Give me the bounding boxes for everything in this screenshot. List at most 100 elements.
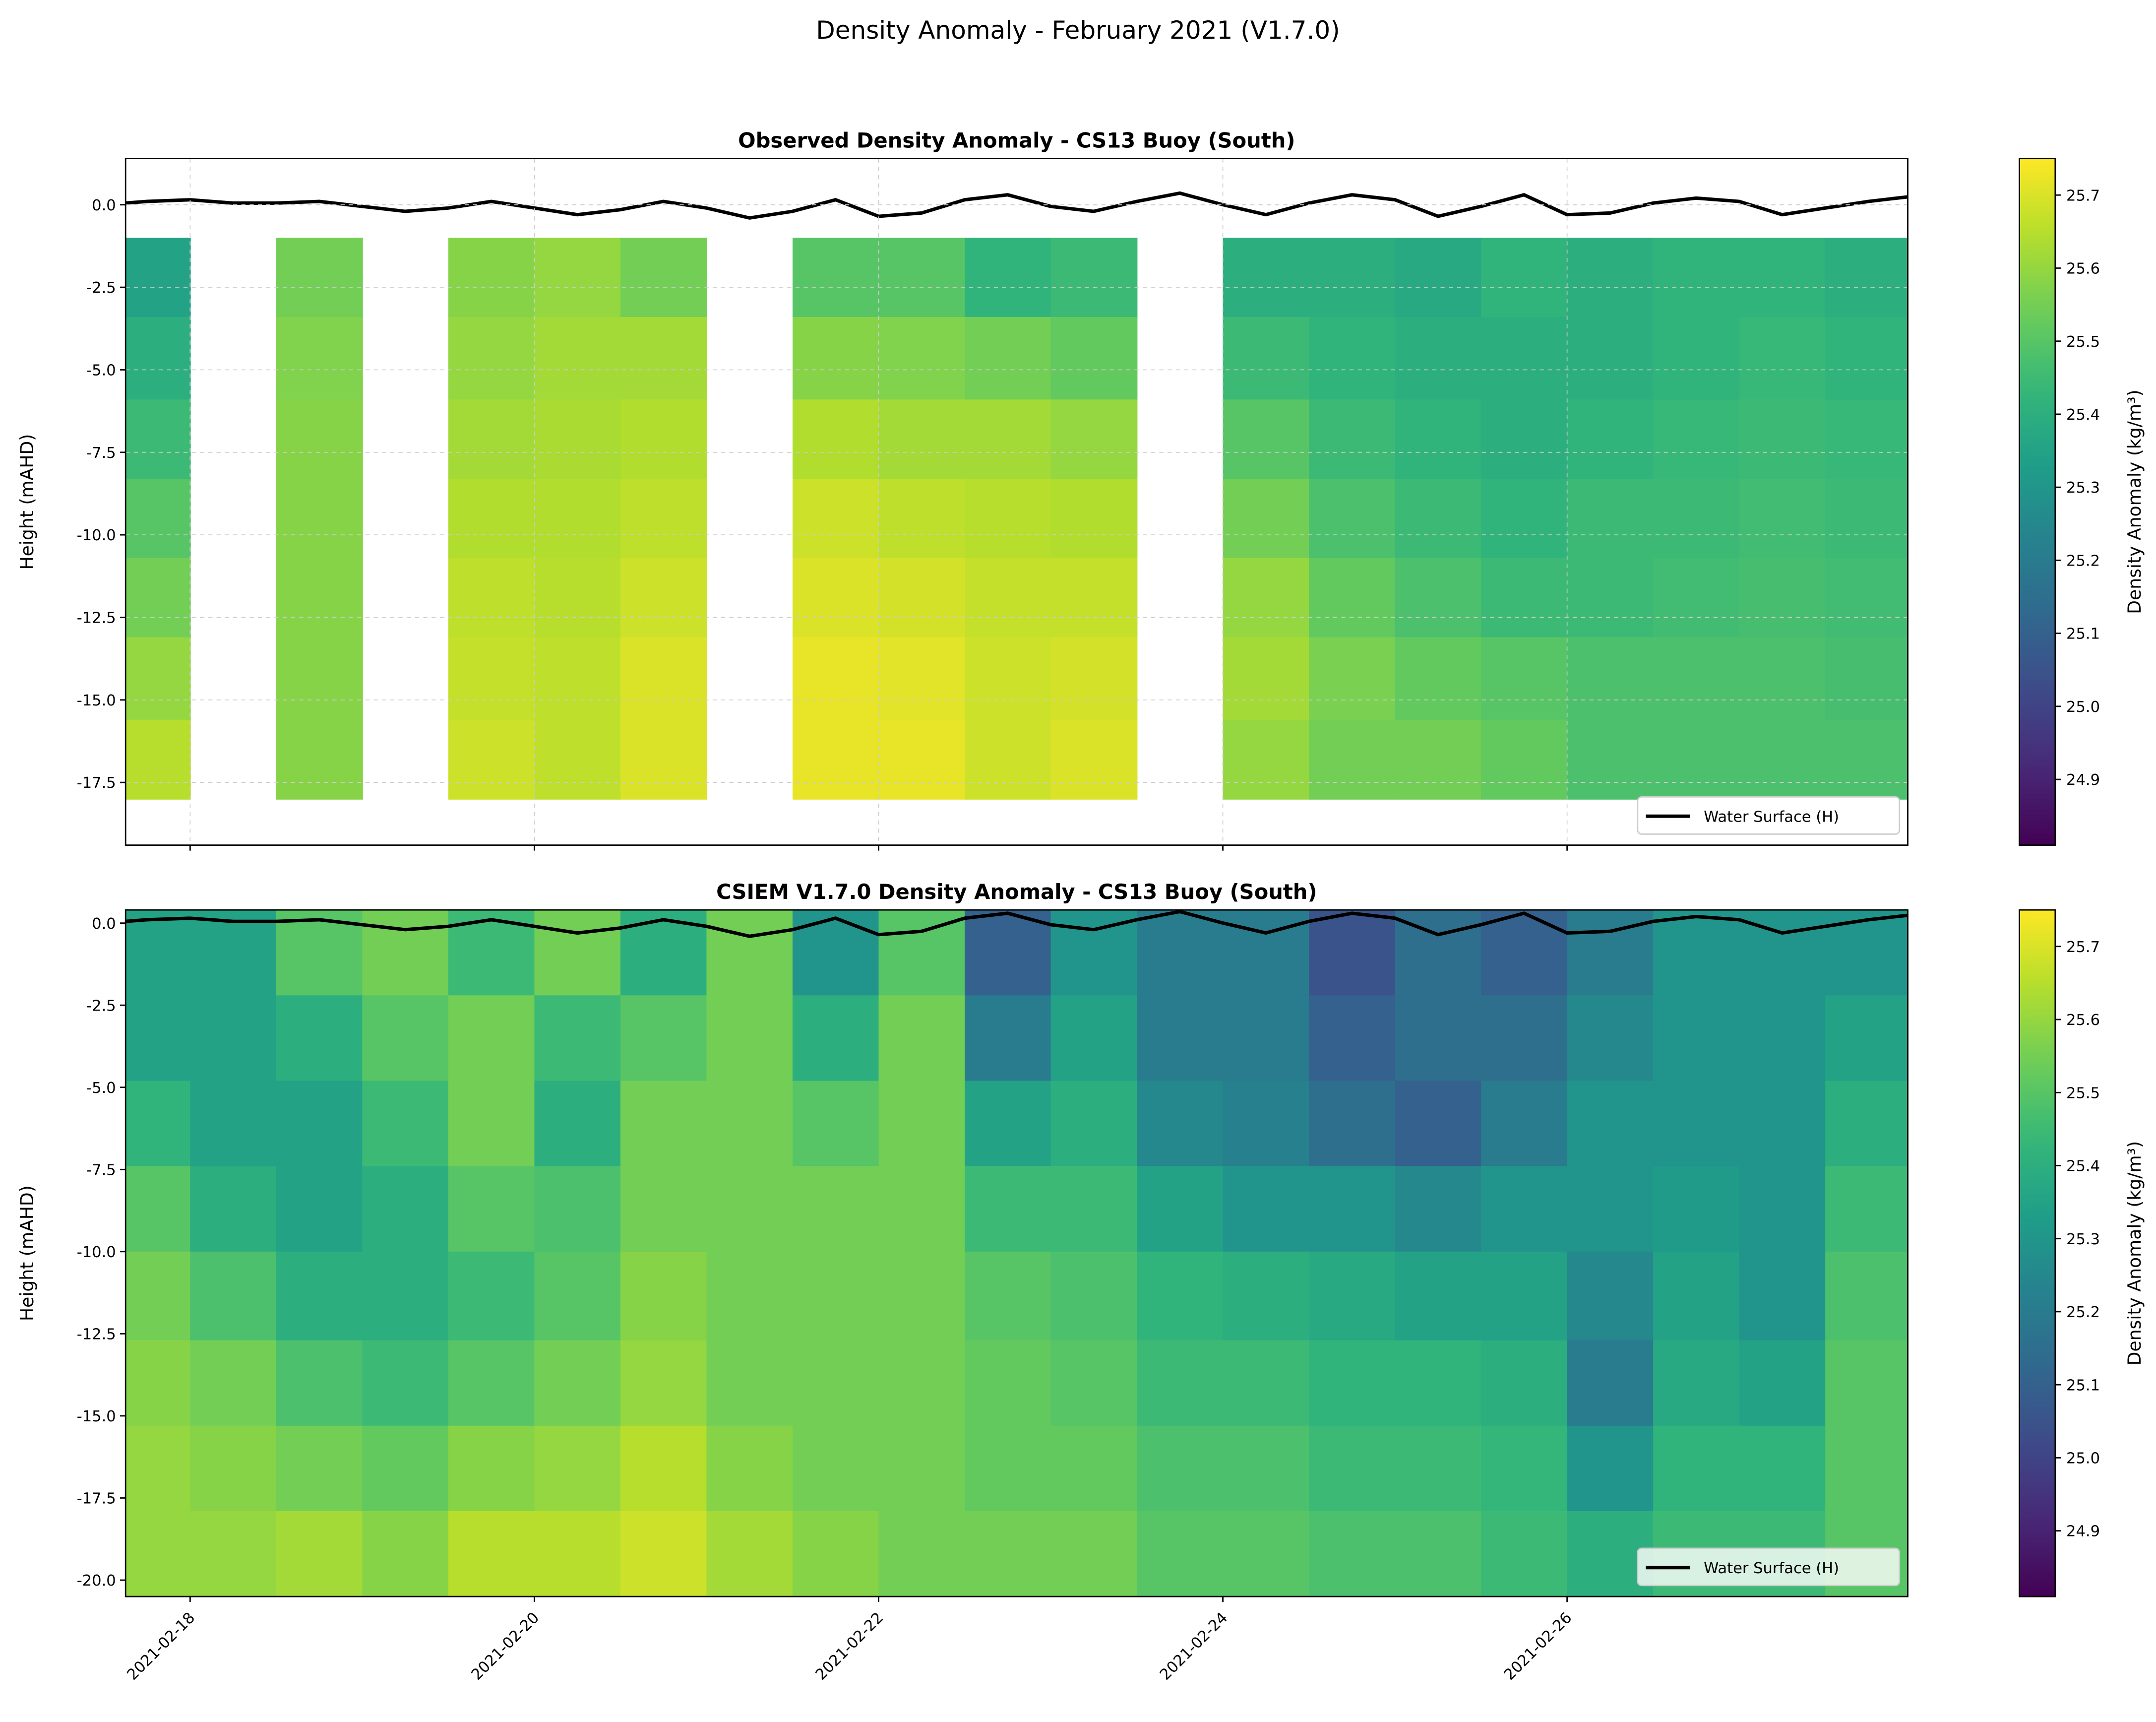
- heatmap-cell: [1825, 1340, 1908, 1427]
- heatmap-cell: [534, 1425, 621, 1512]
- heatmap-cell: [534, 910, 621, 996]
- heatmap-cell: [1395, 1251, 1482, 1341]
- heatmap-cell: [706, 995, 794, 1082]
- heatmap-cell: [1050, 995, 1138, 1082]
- heatmap-cell: [448, 238, 535, 318]
- heatmap-cell: [1653, 910, 1740, 996]
- heatmap-cell: [1653, 558, 1740, 638]
- heatmap-cell: [1223, 1166, 1310, 1253]
- colorbar-tick-label: 25.4: [2066, 1158, 2100, 1175]
- panel-title: CSIEM V1.7.0 Density Anomaly - CS13 Buoy…: [716, 880, 1317, 904]
- heatmap-cell: [878, 910, 966, 996]
- heatmap-cell: [964, 1340, 1051, 1427]
- heatmap-cell: [1223, 1425, 1310, 1512]
- heatmap-cell: [125, 478, 191, 559]
- heatmap-cell: [1050, 399, 1138, 480]
- heatmap-cell: [1137, 1251, 1224, 1341]
- heatmap-cell: [190, 995, 277, 1082]
- heatmap-cell: [1825, 1166, 1908, 1253]
- heatmap-cell: [1395, 1425, 1482, 1512]
- heatmap-cell: [964, 637, 1051, 721]
- heatmap-cell: [1739, 719, 1826, 800]
- heatmap-cell: [620, 558, 707, 638]
- heatmap-cell: [534, 317, 621, 400]
- heatmap-cell: [964, 558, 1051, 638]
- heatmap-cell: [534, 719, 621, 800]
- colorbar-bar: [2019, 909, 2056, 1597]
- heatmap-cell: [534, 637, 621, 721]
- heatmap-cell: [362, 1251, 449, 1341]
- heatmap-cell: [1739, 1251, 1826, 1341]
- heatmap-cell: [276, 1081, 363, 1167]
- heatmap-cell: [878, 558, 966, 638]
- heatmap-cell: [1137, 910, 1224, 996]
- colorbar-tick-label: 25.2: [2066, 552, 2100, 570]
- heatmap-cell: [792, 317, 879, 400]
- y-tick-label: -12.5: [77, 610, 116, 627]
- heatmap-cell: [276, 1511, 363, 1597]
- heatmap-cell: [1223, 317, 1310, 400]
- colorbar-tick-label: 25.3: [2066, 1231, 2100, 1248]
- y-tick-label: -2.5: [86, 279, 116, 297]
- heatmap-cell: [878, 995, 966, 1082]
- heatmap-cell: [534, 1251, 621, 1341]
- heatmap-cell: [1567, 558, 1654, 638]
- heatmap-cell: [620, 1251, 707, 1341]
- heatmap-cell: [1395, 317, 1482, 400]
- y-tick-label: -15.0: [77, 692, 116, 709]
- y-tick-label: -2.5: [86, 997, 116, 1015]
- heatmap-cell: [1739, 1081, 1826, 1167]
- heatmap-cell: [448, 1425, 535, 1512]
- heatmap-cell: [1653, 238, 1740, 318]
- heatmap-cell: [190, 1081, 277, 1167]
- legend-label: Water Surface (H): [1704, 1560, 1839, 1577]
- heatmap-cell: [1481, 558, 1568, 638]
- heatmap-cell: [1223, 238, 1310, 318]
- heatmap-cell: [1825, 1425, 1908, 1512]
- heatmap-cell: [964, 719, 1051, 800]
- heatmap-cell: [1050, 1081, 1138, 1167]
- heatmap-cell: [1223, 1340, 1310, 1427]
- heatmap-cell: [1653, 1340, 1740, 1427]
- heatmap-cell: [1567, 317, 1654, 400]
- heatmap-cell: [534, 995, 621, 1082]
- heatmap-cell: [1481, 1166, 1568, 1253]
- heatmap-cell: [362, 1081, 449, 1167]
- heatmap-cell: [792, 478, 879, 559]
- heatmap-cell: [190, 1166, 277, 1253]
- heatmap-cell: [1739, 558, 1826, 638]
- heatmap-cell: [1481, 995, 1568, 1082]
- heatmap-cell: [1309, 637, 1396, 721]
- heatmap-cell: [1481, 238, 1568, 318]
- colorbar-tick-label: 25.5: [2066, 1084, 2100, 1102]
- heatmap-cell: [1395, 478, 1482, 559]
- heatmap-cell: [1653, 399, 1740, 480]
- legend-box: [1637, 1547, 1901, 1587]
- heatmap-cell: [534, 1081, 621, 1167]
- heatmap-cell: [1309, 558, 1396, 638]
- heatmap-cell: [1309, 238, 1396, 318]
- heatmap-cell: [1050, 317, 1138, 400]
- heatmap-cell: [964, 478, 1051, 559]
- heatmap-cell: [878, 1166, 966, 1253]
- heatmap-cell: [620, 1081, 707, 1167]
- heatmap-cell: [964, 238, 1051, 318]
- heatmap-cell: [1739, 238, 1826, 318]
- heatmap-cell: [1825, 317, 1908, 400]
- heatmap-cell: [1481, 1425, 1568, 1512]
- heatmap-cell: [620, 995, 707, 1082]
- heatmap-cell: [1653, 478, 1740, 559]
- heatmap-cell: [1309, 1166, 1396, 1253]
- water-surface-line: [125, 191, 1908, 220]
- heatmap-cell: [1050, 1425, 1138, 1512]
- heatmap-cell: [276, 637, 363, 721]
- heatmap-cell: [1739, 399, 1826, 480]
- heatmap-cell: [878, 1511, 966, 1597]
- heatmap-cell: [1395, 1511, 1482, 1597]
- heatmap-cell: [1309, 719, 1396, 800]
- heatmap-cell: [1395, 719, 1482, 800]
- heatmap-cell: [1137, 1425, 1224, 1512]
- heatmap-cell: [964, 1511, 1051, 1597]
- heatmap-cell: [1481, 1081, 1568, 1167]
